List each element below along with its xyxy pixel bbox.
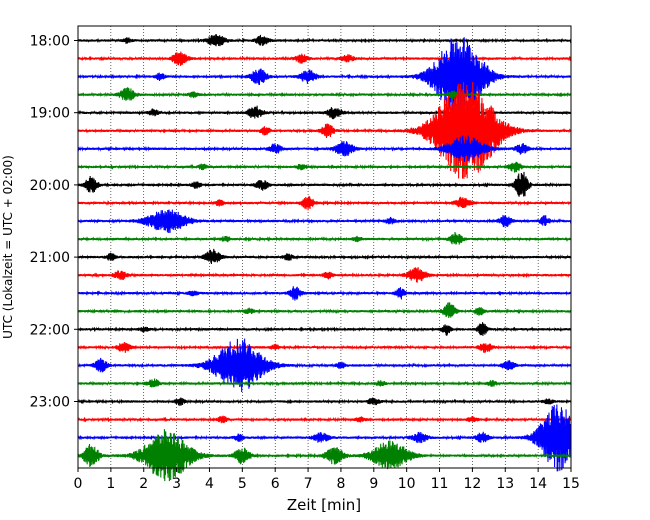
plot-frame	[77, 25, 572, 469]
trace-2000	[77, 171, 572, 197]
x-tick-label-5: 5	[238, 476, 247, 492]
trace-2215	[77, 342, 572, 353]
trace-1930	[77, 135, 572, 162]
trace-1815	[77, 51, 572, 66]
y-axis-label: UTC (Lokalzeit = UTC + 02:00)	[1, 155, 15, 339]
trace-2245	[77, 378, 572, 388]
x-tick-label-12: 12	[463, 476, 481, 492]
trace-1830	[77, 37, 572, 118]
trace-2130	[77, 286, 572, 301]
trace-1915	[77, 82, 572, 179]
trace-1800	[77, 34, 572, 47]
trace-2115	[77, 267, 572, 283]
x-tick-label-2: 2	[139, 476, 148, 492]
y-tick-label-2: 20:00	[30, 178, 70, 194]
x-tick-label-7: 7	[304, 476, 313, 492]
x-axis-ticks: 0 1 2 3 4 5 6 7 8 9 10 11 12 13 14 15	[74, 468, 580, 492]
x-tick-label-13: 13	[496, 476, 514, 492]
x-tick-label-3: 3	[172, 476, 181, 492]
x-tick-label-1: 1	[106, 476, 115, 492]
trace-2300	[77, 397, 572, 406]
x-axis-label: Zeit [min]	[287, 496, 361, 514]
y-tick-label-1: 19:00	[30, 106, 70, 122]
x-tick-label-6: 6	[271, 476, 280, 492]
x-tick-label-0: 0	[74, 476, 83, 492]
y-tick-label-3: 21:00	[30, 250, 70, 266]
x-tick-label-11: 11	[431, 476, 449, 492]
trace-2230	[77, 338, 572, 393]
y-tick-label-0: 18:00	[30, 34, 70, 50]
trace-2145	[77, 302, 572, 318]
trace-2015	[77, 195, 572, 211]
y-tick-label-5: 23:00	[30, 395, 70, 411]
x-tick-label-14: 14	[529, 476, 547, 492]
trace-2045	[77, 232, 572, 245]
x-tick-label-9: 9	[369, 476, 378, 492]
y-tick-label-4: 22:00	[30, 322, 70, 338]
trace-2200	[77, 322, 572, 336]
y-axis-ticks: 18:00 19:00 20:00 21:00 22:00 23:00	[30, 34, 78, 411]
trace-1900	[77, 105, 572, 120]
x-tick-label-10: 10	[398, 476, 416, 492]
trace-1945	[77, 161, 572, 173]
trace-1845	[77, 87, 572, 101]
trace-2100	[77, 248, 572, 265]
x-tick-label-15: 15	[562, 476, 580, 492]
seismogram-traces	[77, 34, 572, 482]
trace-2315	[77, 415, 572, 424]
x-tick-label-4: 4	[205, 476, 214, 492]
trace-2030	[77, 209, 572, 234]
x-tick-label-8: 8	[336, 476, 345, 492]
